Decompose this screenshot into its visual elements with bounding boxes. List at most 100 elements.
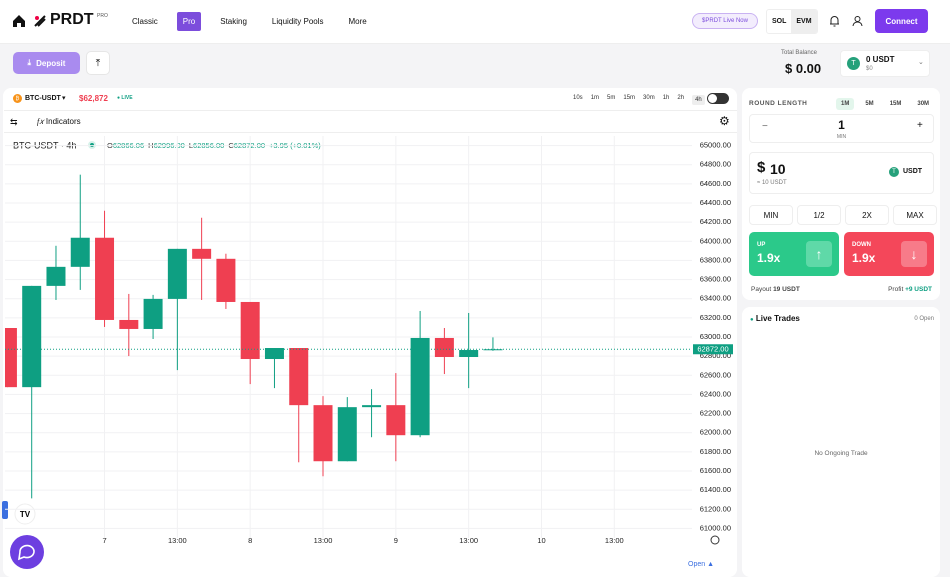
profit-value: +9 USDT [905,286,932,293]
quick-amount[interactable]: MAX [893,205,937,225]
y-tick-label: 61400.00 [700,485,731,494]
deposit-icon: ⤓ [27,58,32,67]
promo[interactable]: $PRDT Live Now [692,13,758,29]
axis-settings[interactable] [710,535,720,545]
chat-bubble[interactable] [10,535,44,569]
up-arrow: ↑ [806,241,832,267]
logo-badge: PRO [97,13,108,19]
tv-logo-text: TV [20,510,31,519]
open-toggle[interactable]: Open ▲ [688,561,714,568]
round-tab[interactable]: 15M [889,101,902,107]
y-tick-label: 61600.00 [700,466,731,475]
round-stepper: − 1 MIN + [749,114,934,143]
y-tick-label: 63600.00 [700,275,731,284]
up-label: UP [757,242,766,248]
deposit-label: Deposit [36,58,66,68]
connect-button[interactable]: Connect [875,9,928,33]
user-icon[interactable] [852,15,863,27]
candle-body [143,298,163,329]
last-price-tag [693,344,733,355]
y-tick-label: 61800.00 [700,447,731,456]
candle-body [410,337,430,436]
y-tick-label: 64200.00 [700,217,731,226]
amount: 10 [770,161,786,177]
quick-amount[interactable]: 1/2 [797,205,841,225]
quick-amount[interactable]: 2X [845,205,889,225]
timeframe[interactable]: 2h [677,95,685,101]
home-icon[interactable] [12,14,26,28]
y-tick-label: 61000.00 [700,523,731,532]
round-tab[interactable]: 30M [917,101,930,107]
y-tick-label: 64400.00 [700,198,731,207]
y-tick-label: 64000.00 [700,236,731,245]
logo[interactable]: PRDT [50,11,94,28]
up-payout: 1.9x [757,251,781,265]
compare-icon[interactable]: ⇆ [10,117,18,127]
live-label: LIVE [121,95,133,101]
plus-button[interactable]: + [917,120,923,131]
candle-body [337,407,357,462]
divider [4,132,737,133]
nav-item[interactable]: Classic [132,17,158,26]
pair-caret: ▾ [62,95,66,102]
side-handle[interactable] [2,501,8,519]
live-trades-label: Live Trades [755,314,800,323]
wallet-amount: 0 USDT [866,55,895,64]
status-dot [90,143,94,147]
divider [4,110,737,111]
y-tick-label: 63000.00 [700,332,731,341]
payout: Payout 19 USDT [751,286,800,293]
y-tick-label: 63400.00 [700,294,731,303]
round-tab[interactable]: 1M [836,98,855,110]
settings-icon[interactable]: ⚙ [719,114,730,128]
timeframe[interactable]: 10s [573,95,583,101]
indicators[interactable]: f𝑥 Indicators [37,117,81,127]
wallet[interactable]: T 0 USDT $0 ⌄ [840,50,930,77]
toggle-knob [708,94,717,103]
candle-body [46,266,66,286]
timeframe[interactable]: 5m [607,95,616,101]
round-tab[interactable]: 5M [865,101,874,107]
candle-body [264,348,284,360]
candle-body [22,285,42,388]
down-button[interactable]: DOWN 1.9x ↓ [844,232,934,276]
payout-value: 19 USDT [773,286,800,293]
currency-symbol: $ [757,159,766,176]
chain-option[interactable]: SOL [772,18,787,25]
pair[interactable]: BTC-USDT [25,95,61,102]
bell-icon[interactable] [829,15,840,27]
trade-panel: ROUND LENGTH 1M 5M 15M 30M − 1 MIN + $ 10 ≈… [742,88,940,300]
up-button[interactable]: UP 1.9x ↑ [749,232,839,276]
payout-label: Payout [751,286,772,293]
y-tick-label: 63200.00 [700,313,731,322]
chain-option[interactable]: EVM [791,10,817,33]
y-tick-label: 62800.00 [700,351,731,360]
y-tick-label: 65000.00 [700,141,731,150]
live-badge: ● LIVE [117,95,133,101]
fx-icon: f𝑥 [37,117,44,126]
toggle[interactable] [707,93,729,104]
y-tick-label: 62200.00 [700,409,731,418]
usdt-icon: T [847,57,860,70]
minus-button[interactable]: − [762,121,768,132]
timeframe[interactable]: 15m [623,95,636,101]
timeframe[interactable]: 1h [662,95,670,101]
nav-item[interactable]: Pro [176,12,202,31]
timeframe[interactable]: 1m [590,95,600,101]
deposit-button[interactable]: ⤓ Deposit [13,52,80,74]
timeframe[interactable]: 4h [692,95,705,105]
quick-amount[interactable]: MIN [749,205,793,225]
candle-body [289,348,309,406]
x-tick-label: 13:00 [168,536,187,545]
nav-item[interactable]: Liquidity Pools [271,17,324,26]
amount-box[interactable]: $ 10 ≈ 10 USDT T USDT [749,152,934,194]
nav: Classic Pro Staking Liquidity Pools More [126,12,386,31]
candle-body [313,405,333,462]
nav-item[interactable]: More [348,17,367,26]
candle-body [119,319,139,329]
withdraw-button[interactable]: ⤒ [86,51,110,75]
timeframe[interactable]: 30m [643,95,655,101]
nav-item[interactable]: Staking [220,17,247,26]
balance: $ 0.00 [785,61,822,76]
